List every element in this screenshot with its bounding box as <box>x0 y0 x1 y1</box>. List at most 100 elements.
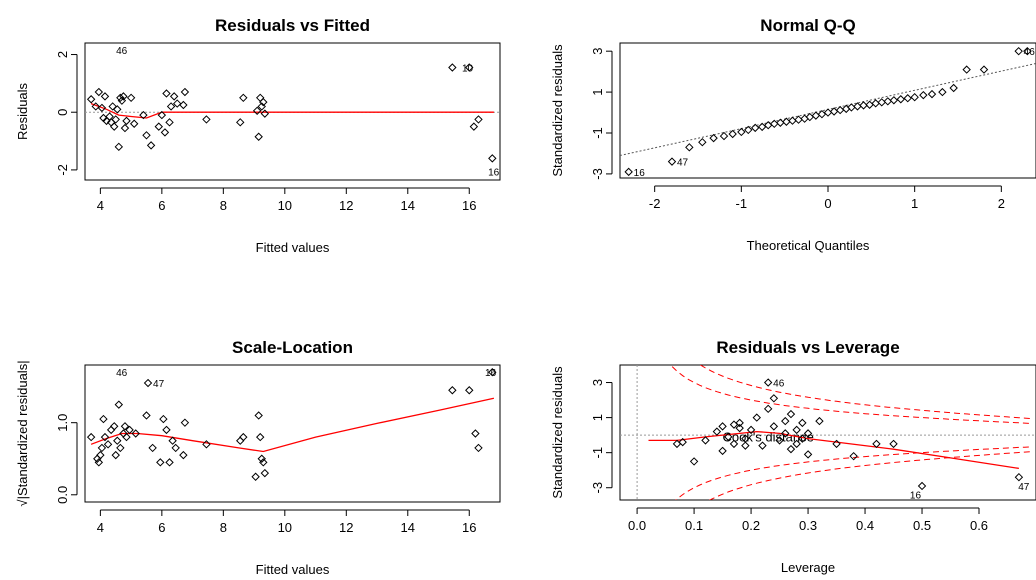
data-point <box>872 439 881 449</box>
data-point <box>769 394 779 403</box>
point-label: 10 <box>462 64 474 75</box>
x-axis: 4 6 8 10 12 14 16 <box>97 187 476 213</box>
data-point <box>103 440 113 449</box>
data-point <box>896 95 906 104</box>
data-point <box>709 133 718 143</box>
data-point <box>794 115 803 124</box>
x-tick-label: 12 <box>339 198 353 213</box>
x-tick-label: 2 <box>998 196 1005 211</box>
data-point <box>718 446 727 456</box>
data-point <box>465 386 474 395</box>
y-tick-label: -3 <box>590 482 605 494</box>
data-point <box>769 422 779 431</box>
data-point <box>798 434 807 443</box>
data-point <box>239 432 248 442</box>
data-point <box>120 123 130 133</box>
data-point <box>259 97 268 107</box>
point-label: 47 <box>677 158 689 169</box>
data-point <box>815 416 824 426</box>
data-point <box>763 404 773 414</box>
data-point <box>93 454 102 463</box>
data-point <box>171 443 180 453</box>
data-point <box>165 118 174 127</box>
data-point <box>126 93 136 103</box>
data-point <box>122 432 131 442</box>
x-axis-label: Theoretical Quantiles <box>747 238 870 253</box>
data-point <box>257 454 266 463</box>
data-point <box>256 432 265 442</box>
y-tick-label: 3 <box>590 379 605 386</box>
data-point <box>97 443 107 453</box>
point-label: 16 <box>634 168 646 179</box>
x-tick-label: 10 <box>278 198 292 213</box>
data-point <box>236 436 245 445</box>
data-point <box>712 427 722 436</box>
plot-frame <box>84 364 501 503</box>
data-point <box>746 425 756 435</box>
plot-frame <box>619 42 1036 179</box>
data-point <box>667 157 677 166</box>
data-point <box>114 400 124 409</box>
data-point <box>962 65 971 74</box>
data-point <box>94 458 104 467</box>
x-tick-label: 8 <box>220 198 227 213</box>
point-label: 16 <box>910 491 922 502</box>
data-point <box>111 450 120 460</box>
data-point <box>100 92 110 101</box>
data-point <box>122 116 131 126</box>
data-point <box>835 105 845 115</box>
plot-area: Cook's distance <box>620 365 1036 500</box>
data-point <box>166 102 176 111</box>
data-point <box>737 127 746 137</box>
data-point <box>94 87 104 97</box>
data-point <box>488 368 497 377</box>
point-label: 47 <box>1018 482 1030 493</box>
x-tick-label: -2 <box>649 196 661 211</box>
data-point <box>256 93 265 103</box>
data-point <box>129 119 139 128</box>
data-point <box>903 94 912 103</box>
data-point <box>160 128 170 137</box>
x-tick-label: 14 <box>401 520 415 535</box>
data-point <box>488 154 497 163</box>
cooks-distance-contour <box>675 446 1031 500</box>
data-point <box>678 437 687 447</box>
data-point <box>202 440 211 449</box>
data-point <box>116 443 125 453</box>
data-point <box>919 90 928 100</box>
point-label: 46 <box>116 368 128 379</box>
x-tick-label: 0.4 <box>856 518 874 533</box>
data-point <box>260 109 270 118</box>
data-point <box>254 132 263 141</box>
data-point <box>154 122 163 131</box>
data-point <box>254 411 263 420</box>
x-tick-label: 0.5 <box>913 518 931 533</box>
data-point <box>113 436 122 445</box>
x-tick-label: 0.6 <box>970 518 988 533</box>
data-point <box>871 99 880 108</box>
data-point <box>735 423 744 433</box>
data-point <box>86 432 96 442</box>
smooth-line <box>90 102 494 119</box>
data-point <box>448 63 457 72</box>
data-point <box>781 429 790 438</box>
x-tick-label: 8 <box>220 520 227 535</box>
data-point <box>798 418 807 428</box>
data-point <box>108 102 117 111</box>
data-point <box>465 63 474 72</box>
y-axis: -2 0 2 <box>55 51 78 176</box>
plot-area <box>86 368 497 481</box>
smooth-line <box>648 430 1019 470</box>
y-tick-label: -2 <box>55 164 70 176</box>
data-point <box>624 167 633 177</box>
data-point <box>106 425 116 435</box>
x-tick-label: 0.0 <box>628 518 646 533</box>
data-point <box>165 458 174 467</box>
data-point <box>169 92 179 101</box>
data-point <box>938 87 947 97</box>
data-point <box>685 143 694 152</box>
plot-area <box>620 46 1036 177</box>
